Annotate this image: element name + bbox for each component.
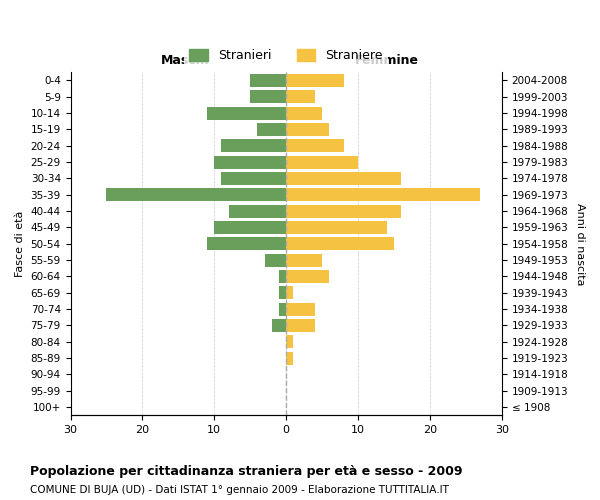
Bar (286, 286, 293, 300)
Bar (286, 90, 315, 104)
Bar (207, 106, 286, 120)
Bar (286, 352, 293, 364)
Bar (286, 106, 322, 120)
Bar (214, 221, 286, 234)
Bar (250, 90, 286, 104)
Bar (286, 172, 401, 185)
Bar (286, 204, 401, 218)
Bar (229, 204, 286, 218)
Text: Maschi: Maschi (161, 54, 210, 68)
Bar (106, 188, 286, 202)
Y-axis label: Anni di nascita: Anni di nascita (575, 202, 585, 285)
Legend: Stranieri, Straniere: Stranieri, Straniere (184, 44, 388, 67)
Bar (286, 335, 293, 348)
Bar (279, 286, 286, 300)
Bar (286, 302, 315, 316)
Bar (286, 221, 387, 234)
Bar (257, 123, 286, 136)
Bar (221, 139, 286, 152)
Text: Popolazione per cittadinanza straniera per età e sesso - 2009: Popolazione per cittadinanza straniera p… (30, 465, 463, 478)
Bar (279, 270, 286, 283)
Bar (286, 188, 480, 202)
Bar (214, 156, 286, 168)
Bar (279, 302, 286, 316)
Text: COMUNE DI BUJA (UD) - Dati ISTAT 1° gennaio 2009 - Elaborazione TUTTITALIA.IT: COMUNE DI BUJA (UD) - Dati ISTAT 1° genn… (30, 485, 449, 495)
Bar (286, 123, 329, 136)
Bar (286, 270, 329, 283)
Text: Femmine: Femmine (355, 54, 419, 68)
Bar (286, 74, 344, 87)
Bar (286, 319, 315, 332)
Bar (250, 74, 286, 87)
Bar (286, 237, 394, 250)
Bar (286, 139, 344, 152)
Bar (286, 156, 358, 168)
Bar (207, 237, 286, 250)
Bar (272, 319, 286, 332)
Bar (221, 172, 286, 185)
Bar (265, 254, 286, 266)
Bar (286, 254, 322, 266)
Y-axis label: Fasce di età: Fasce di età (15, 210, 25, 277)
